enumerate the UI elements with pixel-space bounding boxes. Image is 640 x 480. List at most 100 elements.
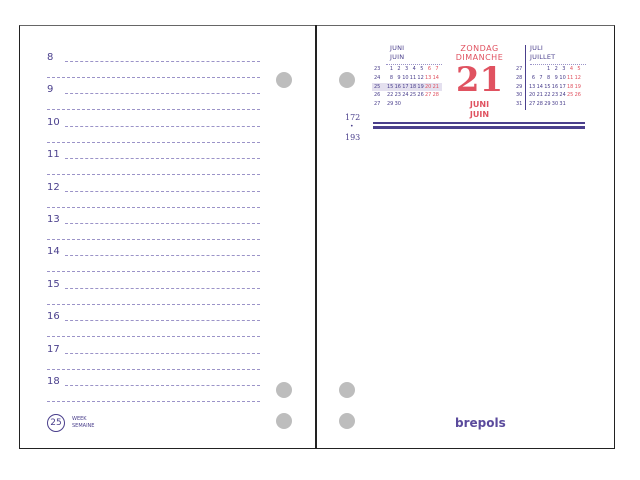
writing-line[interactable] bbox=[47, 368, 260, 370]
calendar-day: 27 bbox=[529, 101, 536, 108]
writing-line[interactable] bbox=[65, 385, 260, 386]
day-number: 21 bbox=[455, 60, 504, 100]
writing-line[interactable] bbox=[65, 61, 260, 62]
calendar-day: 26 bbox=[417, 92, 424, 99]
writing-line[interactable] bbox=[65, 190, 260, 192]
calendar-day: 12 bbox=[574, 74, 581, 81]
calendar-day: 25 bbox=[409, 92, 417, 99]
day-name-fr: DIMANCHE bbox=[455, 53, 504, 62]
calendar-day: 2 bbox=[397, 66, 401, 72]
calendar-day: 15 bbox=[544, 83, 551, 90]
writing-line[interactable] bbox=[65, 255, 260, 257]
calendar-day: 16 bbox=[394, 83, 401, 90]
calendar-day: 17 bbox=[559, 83, 566, 90]
writing-line[interactable] bbox=[65, 223, 260, 224]
calendar-day: 31 bbox=[559, 101, 566, 108]
writing-line[interactable] bbox=[65, 352, 260, 354]
hour-label: 8 bbox=[47, 52, 54, 63]
writing-line[interactable] bbox=[47, 239, 260, 240]
week-number: 27 bbox=[374, 101, 381, 108]
calendar-day: 14 bbox=[432, 74, 439, 81]
writing-line[interactable] bbox=[47, 109, 260, 111]
calendar-day: 17 bbox=[402, 83, 409, 90]
hour-label: 9 bbox=[47, 84, 54, 96]
week-number: 29 bbox=[516, 83, 523, 90]
calendar-day: 4 bbox=[569, 66, 573, 72]
calendar-day: 26 bbox=[574, 92, 581, 99]
calendar-day: 28 bbox=[536, 101, 543, 108]
writing-line[interactable] bbox=[65, 320, 260, 322]
july-title-fr: JUILLET bbox=[530, 53, 556, 61]
month-nl: JUNI bbox=[469, 100, 490, 109]
calendar-day: 13 bbox=[529, 83, 536, 90]
calendar-day: 15 bbox=[387, 83, 394, 90]
calendar-day: 6 bbox=[531, 74, 535, 81]
day-name-nl: ZONDAG bbox=[460, 44, 499, 53]
calendar-day: 7 bbox=[435, 66, 439, 72]
calendar-separator bbox=[525, 45, 526, 110]
calendar-day: 5 bbox=[577, 66, 581, 72]
calendar-day: 23 bbox=[551, 92, 559, 99]
week-label-nl: WEEK bbox=[72, 416, 87, 422]
day-of-year: 172 bbox=[345, 113, 361, 122]
calendar-day: 9 bbox=[397, 74, 401, 81]
writing-line[interactable] bbox=[47, 174, 260, 176]
planner-frame bbox=[19, 25, 615, 449]
calendar-day: 13 bbox=[425, 74, 432, 81]
hour-label: 13 bbox=[47, 214, 60, 225]
writing-line[interactable] bbox=[65, 287, 260, 289]
week-number: 25 bbox=[374, 83, 381, 90]
calendar-day: 25 bbox=[567, 92, 574, 99]
calendar-day: 4 bbox=[412, 66, 416, 72]
calendar-day: 20 bbox=[529, 92, 536, 99]
june-rule bbox=[386, 64, 442, 65]
july-rule bbox=[530, 64, 586, 65]
writing-line[interactable] bbox=[47, 141, 260, 143]
binder-hole bbox=[339, 382, 355, 398]
calendar-day: 23 bbox=[394, 92, 401, 99]
calendar-day: 10 bbox=[402, 74, 409, 81]
calendar-day: 18 bbox=[409, 83, 417, 90]
writing-line[interactable] bbox=[47, 77, 260, 78]
calendar-day: 22 bbox=[544, 92, 551, 99]
header-rule-thin bbox=[373, 122, 585, 124]
writing-line[interactable] bbox=[65, 125, 260, 127]
writing-line[interactable] bbox=[65, 158, 260, 160]
calendar-day: 3 bbox=[405, 66, 409, 72]
writing-line[interactable] bbox=[47, 336, 260, 338]
week-badge: 25 bbox=[47, 414, 65, 432]
page-divider bbox=[315, 25, 317, 449]
calendar-day: 19 bbox=[574, 83, 581, 90]
calendar-day: 22 bbox=[387, 92, 394, 99]
week-number: 28 bbox=[516, 74, 523, 81]
june-title-fr: JUIN bbox=[390, 53, 405, 61]
calendar-day: 21 bbox=[432, 83, 439, 90]
week-number: 23 bbox=[374, 66, 381, 72]
brand-logo: brepols bbox=[455, 416, 506, 430]
calendar-day: 7 bbox=[539, 74, 543, 81]
binder-hole bbox=[276, 72, 292, 88]
calendar-day: 19 bbox=[417, 83, 424, 90]
calendar-day: 9 bbox=[554, 74, 558, 81]
writing-line[interactable] bbox=[65, 93, 260, 95]
calendar-day: 24 bbox=[559, 92, 566, 99]
week-label-fr: SEMAINE bbox=[72, 423, 95, 429]
writing-line[interactable] bbox=[47, 303, 260, 305]
hour-label: 17 bbox=[47, 343, 60, 355]
calendar-day: 8 bbox=[547, 74, 551, 81]
calendar-day: 3 bbox=[562, 66, 566, 72]
calendar-day: 14 bbox=[536, 83, 543, 90]
hour-label: 11 bbox=[47, 149, 60, 161]
calendar-day: 8 bbox=[389, 74, 393, 81]
calendar-day: 10 bbox=[559, 74, 566, 81]
week-number: 30 bbox=[516, 92, 523, 99]
week-number: 26 bbox=[374, 92, 381, 99]
calendar-day: 2 bbox=[554, 66, 558, 72]
writing-line[interactable] bbox=[47, 401, 260, 402]
calendar-day: 24 bbox=[402, 92, 409, 99]
hour-label: 15 bbox=[47, 278, 60, 290]
header-rule-thick bbox=[373, 126, 585, 129]
writing-line[interactable] bbox=[47, 271, 260, 273]
week-number: 27 bbox=[516, 66, 523, 72]
writing-line[interactable] bbox=[47, 206, 260, 208]
